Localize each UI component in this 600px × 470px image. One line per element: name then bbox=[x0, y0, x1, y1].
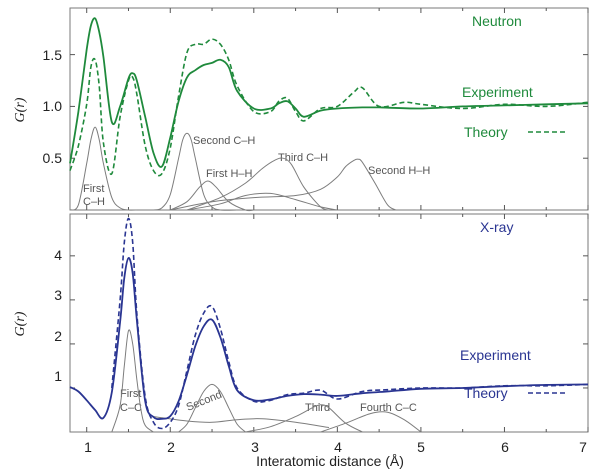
x-tick-label: 5 bbox=[417, 439, 425, 455]
neutron-annotation: Second H–H bbox=[368, 165, 430, 177]
neutron-y-tick-label: 1.0 bbox=[43, 98, 63, 114]
xray-partial-curve bbox=[245, 404, 363, 433]
xray-y-tick-label: 4 bbox=[54, 247, 62, 263]
xray-y-axis-label: G(r) bbox=[13, 311, 28, 336]
xray-panel-title: X-ray bbox=[480, 219, 513, 235]
x-tick-label: 3 bbox=[251, 439, 259, 455]
x-tick-label: 4 bbox=[334, 439, 342, 455]
neutron-y-axis-label: G(r) bbox=[13, 97, 28, 122]
neutron-y-tick-label: 1.5 bbox=[43, 47, 63, 63]
neutron-legend-experiment: Experiment bbox=[462, 84, 533, 100]
neutron-annotation: First bbox=[83, 183, 104, 195]
xray-annotation: Fourth C–C bbox=[360, 402, 417, 414]
xray-annotation: First bbox=[120, 388, 141, 400]
x-tick-label: 7 bbox=[579, 439, 587, 455]
xray-annotation: Third bbox=[305, 402, 330, 414]
neutron-partial-curve bbox=[153, 132, 238, 211]
neutron-theory-line bbox=[69, 38, 589, 177]
neutron-panel-title: Neutron bbox=[472, 13, 522, 29]
x-tick-label: 6 bbox=[501, 439, 509, 455]
xray-legend-theory: Theory bbox=[464, 385, 508, 401]
xray-experiment-line bbox=[69, 257, 589, 420]
xray-annotation: C–C bbox=[120, 402, 142, 414]
neutron-partial-curve bbox=[170, 158, 397, 211]
x-tick-label: 1 bbox=[84, 439, 92, 455]
neutron-experiment-line bbox=[69, 17, 589, 168]
xray-theory-line bbox=[111, 217, 589, 430]
neutron-annotation: Second C–H bbox=[193, 135, 255, 147]
neutron-partial-curve bbox=[186, 157, 330, 211]
xray-y-tick-label: 1 bbox=[54, 368, 62, 384]
x-tick-label: 2 bbox=[167, 439, 175, 455]
xray-panel-frame bbox=[69, 213, 589, 433]
xray-partial-curve bbox=[153, 416, 330, 429]
xray-legend-experiment: Experiment bbox=[460, 347, 531, 363]
xray-partial-curve bbox=[111, 329, 154, 433]
xray-y-tick-label: 3 bbox=[54, 287, 62, 303]
neutron-annotation: First H–H bbox=[206, 168, 253, 180]
xray-y-tick-label: 2 bbox=[54, 328, 62, 344]
xray-annotation: Second bbox=[185, 389, 224, 414]
curves-group bbox=[69, 17, 589, 433]
neutron-legend-theory: Theory bbox=[464, 124, 508, 140]
xray-partial-curve bbox=[320, 411, 422, 433]
neutron-y-tick-label: 0.5 bbox=[43, 150, 63, 166]
neutron-partial-curve bbox=[186, 192, 338, 211]
neutron-partial-curve bbox=[170, 180, 254, 212]
neutron-annotation: C–H bbox=[83, 196, 105, 208]
x-axis-label: Interatomic distance (Å) bbox=[256, 453, 404, 469]
neutron-annotation: Third C–H bbox=[278, 152, 328, 164]
neutron-partial-curve bbox=[69, 126, 137, 211]
